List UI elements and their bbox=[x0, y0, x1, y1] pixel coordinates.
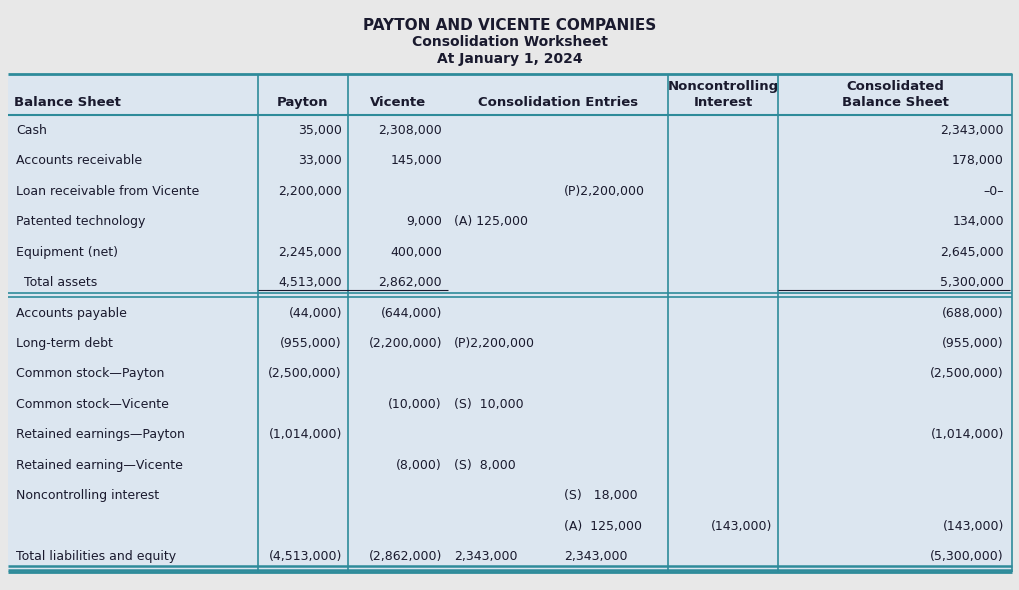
Text: 2,200,000: 2,200,000 bbox=[278, 185, 341, 198]
Text: Common stock—Payton: Common stock—Payton bbox=[16, 368, 164, 381]
Text: 2,245,000: 2,245,000 bbox=[278, 245, 341, 258]
Text: 2,343,000: 2,343,000 bbox=[453, 550, 517, 563]
Text: Common stock—Vicente: Common stock—Vicente bbox=[16, 398, 169, 411]
Text: (P)2,200,000: (P)2,200,000 bbox=[453, 337, 535, 350]
Text: (2,500,000): (2,500,000) bbox=[268, 368, 341, 381]
Text: (A) 125,000: (A) 125,000 bbox=[453, 215, 528, 228]
Text: (143,000): (143,000) bbox=[942, 520, 1003, 533]
Text: Vicente: Vicente bbox=[370, 96, 426, 109]
Text: 178,000: 178,000 bbox=[951, 154, 1003, 167]
Text: Payton: Payton bbox=[277, 96, 328, 109]
Text: (P)2,200,000: (P)2,200,000 bbox=[564, 185, 644, 198]
Text: 2,343,000: 2,343,000 bbox=[940, 124, 1003, 137]
Text: Accounts receivable: Accounts receivable bbox=[16, 154, 142, 167]
Text: 134,000: 134,000 bbox=[952, 215, 1003, 228]
Text: Retained earnings—Payton: Retained earnings—Payton bbox=[16, 428, 184, 441]
Text: (644,000): (644,000) bbox=[380, 307, 441, 320]
Text: Total liabilities and equity: Total liabilities and equity bbox=[16, 550, 176, 563]
Text: (S)  10,000: (S) 10,000 bbox=[453, 398, 523, 411]
Bar bbox=[8, 74, 1011, 572]
Text: (2,862,000): (2,862,000) bbox=[368, 550, 441, 563]
Text: (143,000): (143,000) bbox=[710, 520, 771, 533]
Text: (1,014,000): (1,014,000) bbox=[268, 428, 341, 441]
Text: Noncontrolling
Interest: Noncontrolling Interest bbox=[666, 80, 777, 109]
Text: Consolidation Worksheet: Consolidation Worksheet bbox=[412, 35, 607, 49]
Text: –0–: –0– bbox=[982, 185, 1003, 198]
Text: (5,300,000): (5,300,000) bbox=[929, 550, 1003, 563]
Text: 2,645,000: 2,645,000 bbox=[940, 245, 1003, 258]
Text: At January 1, 2024: At January 1, 2024 bbox=[437, 52, 582, 66]
Text: (S)   18,000: (S) 18,000 bbox=[564, 489, 637, 502]
Text: 400,000: 400,000 bbox=[389, 245, 441, 258]
Text: (4,513,000): (4,513,000) bbox=[268, 550, 341, 563]
Text: (955,000): (955,000) bbox=[942, 337, 1003, 350]
Text: 2,343,000: 2,343,000 bbox=[564, 550, 627, 563]
Text: (A)  125,000: (A) 125,000 bbox=[564, 520, 641, 533]
Text: PAYTON AND VICENTE COMPANIES: PAYTON AND VICENTE COMPANIES bbox=[363, 18, 656, 32]
Text: 35,000: 35,000 bbox=[298, 124, 341, 137]
Text: 145,000: 145,000 bbox=[390, 154, 441, 167]
Text: 4,513,000: 4,513,000 bbox=[278, 276, 341, 289]
Text: Equipment (net): Equipment (net) bbox=[16, 245, 118, 258]
Text: (10,000): (10,000) bbox=[388, 398, 441, 411]
Text: Long-term debt: Long-term debt bbox=[16, 337, 113, 350]
Text: Loan receivable from Vicente: Loan receivable from Vicente bbox=[16, 185, 199, 198]
Text: Retained earning—Vicente: Retained earning—Vicente bbox=[16, 459, 182, 472]
Text: 33,000: 33,000 bbox=[298, 154, 341, 167]
Text: (2,500,000): (2,500,000) bbox=[929, 368, 1003, 381]
Text: Patented technology: Patented technology bbox=[16, 215, 146, 228]
Text: (2,200,000): (2,200,000) bbox=[368, 337, 441, 350]
Text: Balance Sheet: Balance Sheet bbox=[14, 96, 121, 109]
Text: Noncontrolling interest: Noncontrolling interest bbox=[16, 489, 159, 502]
Text: 2,862,000: 2,862,000 bbox=[378, 276, 441, 289]
Text: 9,000: 9,000 bbox=[406, 215, 441, 228]
Text: Cash: Cash bbox=[16, 124, 47, 137]
Text: Accounts payable: Accounts payable bbox=[16, 307, 126, 320]
Text: (688,000): (688,000) bbox=[942, 307, 1003, 320]
Text: (44,000): (44,000) bbox=[288, 307, 341, 320]
Text: Consolidation Entries: Consolidation Entries bbox=[478, 96, 638, 109]
Text: 5,300,000: 5,300,000 bbox=[940, 276, 1003, 289]
Text: Total assets: Total assets bbox=[16, 276, 97, 289]
Text: (8,000): (8,000) bbox=[395, 459, 441, 472]
Text: (1,014,000): (1,014,000) bbox=[929, 428, 1003, 441]
Text: Consolidated
Balance Sheet: Consolidated Balance Sheet bbox=[841, 80, 948, 109]
Text: (955,000): (955,000) bbox=[280, 337, 341, 350]
Text: (S)  8,000: (S) 8,000 bbox=[453, 459, 516, 472]
Text: 2,308,000: 2,308,000 bbox=[378, 124, 441, 137]
